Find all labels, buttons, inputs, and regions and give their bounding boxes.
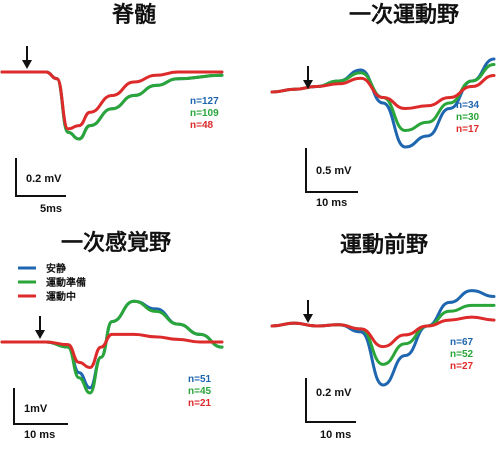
panel-title: 運動前野 xyxy=(340,232,428,258)
scale-bar xyxy=(305,378,356,423)
panel-3: 一次感覚野 n=51n=45n=21 1mV 10 ms xyxy=(0,230,224,441)
legend-label-rest: 安静 xyxy=(46,262,66,275)
scale-y-label: 0.2 mV xyxy=(26,173,62,185)
series-line-move xyxy=(0,70,224,131)
scale-bar xyxy=(13,388,68,425)
series-line-rest xyxy=(0,70,224,141)
scale-y-label: 1mV xyxy=(24,403,48,415)
series-line-prep xyxy=(0,70,224,141)
n-label-rest: n=34 xyxy=(456,100,480,111)
panel-title: 一次感覚野 xyxy=(61,230,171,256)
legend-label-prep: 運動準備 xyxy=(46,276,86,289)
scale-y-label: 0.5 mV xyxy=(316,165,352,177)
stimulus-arrowhead-icon xyxy=(22,60,32,69)
scale-bar xyxy=(305,148,358,193)
n-label-move: n=48 xyxy=(190,120,214,131)
n-label-prep: n=30 xyxy=(456,112,480,123)
panel-2: 一次運動野 n=34n=30n=17 0.5 mV 10 ms xyxy=(270,2,496,209)
n-label-rest: n=127 xyxy=(190,96,219,107)
scale-x-label: 5ms xyxy=(40,203,62,215)
scale-x-label: 10 ms xyxy=(316,197,347,209)
scale-y-label: 0.2 mV xyxy=(316,387,352,399)
n-label-rest: n=51 xyxy=(188,374,212,385)
scale-x-label: 10 ms xyxy=(320,429,351,441)
n-label-move: n=17 xyxy=(456,124,480,135)
legend-label-move: 運動中 xyxy=(46,290,76,303)
scale-x-label: 10 ms xyxy=(24,429,55,441)
panel-4: 運動前野 n=67n=52n=27 0.2 mV 10 ms xyxy=(270,232,496,441)
n-label-move: n=27 xyxy=(450,361,474,372)
series-line-move xyxy=(0,332,224,369)
n-label-prep: n=52 xyxy=(450,349,474,360)
series-line-move xyxy=(270,315,496,349)
stimulus-arrowhead-icon xyxy=(35,330,45,339)
scale-bar xyxy=(15,158,66,197)
stimulus-arrowhead-icon xyxy=(303,314,313,323)
n-label-prep: n=45 xyxy=(188,386,212,397)
panel-title: 脊髄 xyxy=(111,2,156,28)
panel-title: 一次運動野 xyxy=(349,2,459,28)
stimulus-arrowhead-icon xyxy=(303,80,313,89)
n-label-prep: n=109 xyxy=(190,108,219,119)
n-label-move: n=21 xyxy=(188,398,212,409)
n-label-rest: n=67 xyxy=(450,337,474,348)
